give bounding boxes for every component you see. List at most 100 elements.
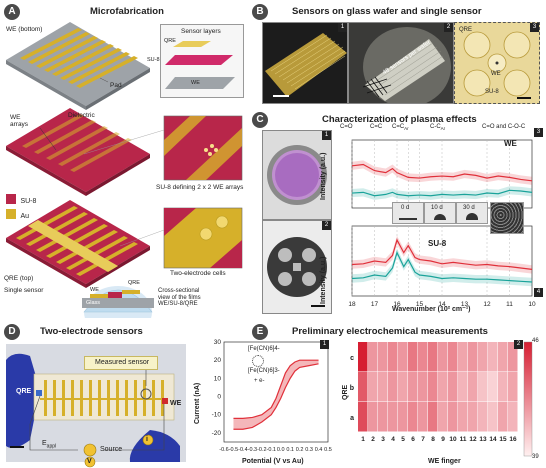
panel-b-badge: B (252, 4, 268, 20)
peak-label-1: C=C (370, 124, 383, 130)
heat-ytick-a: a (350, 415, 354, 422)
heat-xtick-16: 16 (509, 436, 517, 443)
cv-frame (223, 341, 329, 443)
heat-cell-c-9 (438, 342, 448, 372)
cv-ytick-2: 0 (217, 394, 221, 401)
peak-label-3-main: C-C (430, 124, 441, 130)
photo-d-eapp-sub: appl (46, 443, 57, 450)
layer-qre-label: QRE (164, 38, 176, 44)
heat-xtick-10: 10 (449, 436, 457, 443)
heat-cell-a-11 (458, 402, 468, 432)
measured-sensor-label: Measured sensor (95, 359, 150, 366)
heat-cell-b-9 (438, 372, 448, 402)
panel-e-badge: E (252, 324, 268, 340)
heat-xtick-9: 9 (441, 436, 445, 443)
cv-xtick-11: 0.5 (324, 447, 332, 453)
peak-label-3-sub: Ar (440, 126, 446, 132)
heat-cell-a-5 (398, 402, 408, 432)
panel-d-title: Two-electrode sensors (40, 326, 143, 337)
heat-cell-a-14 (488, 402, 498, 432)
cv-ytick-4: 20 (214, 357, 222, 364)
legend-au-label: Au (20, 213, 30, 220)
heat-ytick-c: c (350, 355, 354, 362)
cv-reverse-scan (233, 363, 319, 430)
cv-ytick-1: -10 (212, 412, 222, 419)
cv-chart: -20 -10 0 10 20 30 -0.6 -0.5 -0.4 -0.3 -0.2 -0.1 0.0… (212, 339, 332, 453)
heat-cell-c-14 (488, 342, 498, 372)
heat-cell-a-9 (438, 402, 448, 432)
heat-cell-b-16 (508, 372, 518, 402)
peak-label-2-main: C=C (392, 124, 405, 130)
peak-label-3: C-CAr (430, 124, 445, 132)
ftir-we-line-1 (351, 189, 533, 197)
plasma-photo-1-number: 1 (322, 131, 331, 140)
contact-angle-30d: 30 d (456, 202, 488, 224)
ftir-xtick-0: 18 (348, 301, 356, 308)
cv-xtick-9: 0.3 (305, 447, 313, 453)
heat-cell-b-10 (448, 372, 458, 402)
heat-cell-b-15 (498, 372, 508, 402)
heat-cell-c-2 (368, 342, 378, 372)
heat-cell-a-15 (498, 402, 508, 432)
heat-cell-c-3 (378, 342, 388, 372)
heat-cell-c-5 (398, 342, 408, 372)
wafer-photo-1: 1 (262, 22, 348, 104)
heat-xtick-13: 13 (479, 436, 487, 443)
heat-cell-a-13 (478, 402, 488, 432)
plasma-photo-2-number: 2 (322, 221, 331, 230)
photo-d-current-label: i (146, 436, 148, 443)
photo-d-voltage-label: V (87, 458, 92, 465)
heat-xlabel: WE finger (428, 458, 461, 465)
heat-cell-b-8 (428, 372, 438, 402)
contact-angle-0d: 0 d (392, 202, 424, 224)
heat-cell-b-4 (388, 372, 398, 402)
cross-qre-label: QRE (128, 280, 140, 286)
heat-cell-c-11 (458, 342, 468, 372)
cv-xtick-7: 0.1 (286, 447, 294, 453)
single-sensor-photo: QRE WE SU-8 3 (454, 22, 540, 104)
cross-glass-label: Glass (86, 300, 101, 306)
layer-su8-label: SU-8 (147, 57, 160, 63)
single-su8-label: SU-8 (485, 89, 499, 95)
heat-cell-c-13 (478, 342, 488, 372)
cv-ylabel: Current (nA) (194, 382, 201, 424)
label-qre-top: QRE (top) (4, 275, 34, 282)
ftir-number-4: 4 (534, 288, 543, 297)
day-30-label: 30 d (463, 205, 475, 211)
heat-cell-a-12 (468, 402, 478, 432)
heat-cell-b-1 (358, 372, 368, 402)
cv-electron: + e- (254, 378, 265, 384)
heat-number-2: 2 (514, 340, 523, 349)
colorbar-min: 39 (532, 454, 539, 460)
heat-xtick-8: 8 (431, 436, 435, 443)
heat-xtick-1: 1 (361, 436, 365, 443)
heat-cell-c-12 (468, 342, 478, 372)
label-single-sensor: Single sensor (4, 287, 44, 294)
heat-cell-c-16 (508, 342, 518, 372)
legend-su8-label: SU-8 (20, 198, 37, 205)
heat-xtick-4: 4 (391, 436, 395, 443)
cv-loop-fill (233, 360, 319, 430)
cv-xtick-3: -0.3 (248, 447, 257, 453)
ftir-chart: 18 17 16 15 14 13 12 11 10 (348, 139, 536, 308)
microfabrication-illustration (6, 22, 243, 318)
heat-cell-a-2 (368, 402, 378, 432)
peak-label-2: C=CAr (392, 124, 409, 132)
ftir-we-band-1 (352, 186, 532, 200)
cv-ytick-3: 10 (214, 375, 222, 382)
heat-cell-c-1 (358, 342, 368, 372)
sensor-layers-box: Sensor layers QRE SU-8 WE (147, 24, 244, 98)
panel-a-badge: A (4, 4, 20, 20)
heat-cell-c-4 (388, 342, 398, 372)
label-dielectric: Dielectric (68, 112, 95, 119)
heat-cell-b-13 (478, 372, 488, 402)
sem-inset (490, 202, 524, 234)
ftir-xtick-8: 10 (528, 301, 536, 308)
peak-label-2-sub: Ar (404, 126, 409, 132)
ftir-xtick-3: 15 (416, 301, 424, 308)
photo-3-number: 3 (530, 23, 539, 32)
heat-cell-c-15 (498, 342, 508, 372)
layer-we-label: WE (191, 80, 200, 86)
cv-xtick-0: -0.6 (219, 447, 228, 453)
